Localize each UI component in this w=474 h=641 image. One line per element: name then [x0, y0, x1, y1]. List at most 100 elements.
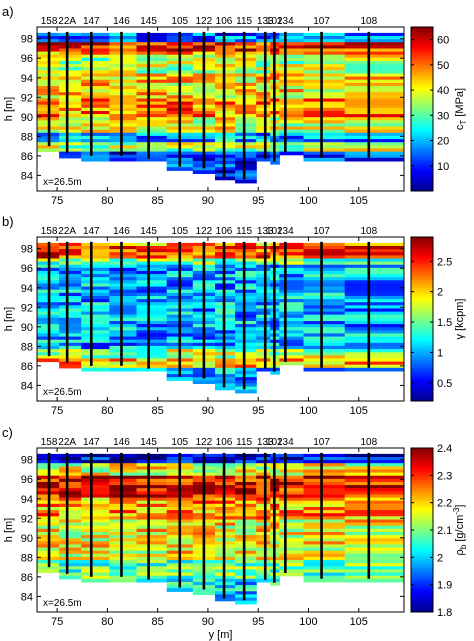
heatmap-cell	[81, 572, 110, 577]
heatmap-cell	[279, 550, 304, 555]
heatmap-cell	[256, 560, 271, 564]
heatmap-cell	[256, 132, 271, 137]
heatmap-cell	[109, 261, 138, 266]
heatmap-cell	[279, 73, 304, 78]
heatmap-cell	[279, 324, 304, 328]
heatmap-cell	[136, 566, 168, 570]
heatmap-cell	[136, 475, 168, 480]
heatmap-cell	[109, 544, 138, 549]
heatmap-cell	[59, 107, 82, 112]
heatmap-cell	[344, 292, 404, 297]
heatmap-cell	[344, 73, 404, 78]
colorbar	[410, 447, 434, 613]
heatmap-cell	[256, 67, 271, 71]
heatmap-cell	[109, 264, 138, 269]
heatmap-cell	[136, 314, 168, 319]
heatmap-cell	[256, 324, 271, 328]
heatmap-cell	[279, 560, 304, 564]
y-tick-label: 88	[21, 552, 33, 564]
heatmap-cell	[59, 324, 82, 328]
heatmap-cell	[215, 129, 236, 134]
heatmap-cell	[235, 507, 257, 511]
heatmap-cell	[215, 500, 236, 505]
heatmap-cell	[303, 321, 346, 325]
colorbar-tick-label: 20	[437, 136, 449, 148]
heatmap-cell	[136, 569, 168, 574]
heatmap-cell	[344, 333, 404, 338]
heatmap-cell	[344, 289, 404, 294]
heatmap-cell	[215, 252, 236, 256]
heatmap-cell	[256, 151, 271, 156]
heatmap-cell	[344, 54, 404, 59]
heatmap-cell	[109, 538, 138, 542]
heatmap-cell	[256, 95, 271, 99]
heatmap-cell	[215, 142, 236, 146]
heatmap-cell	[109, 101, 138, 106]
x-tick-label: 75	[51, 195, 63, 207]
heatmap-cell	[235, 535, 257, 539]
heatmap-cell	[81, 460, 110, 464]
heatmap-cell	[109, 578, 138, 583]
heatmap-cell	[303, 258, 346, 263]
heatmap-cell	[256, 352, 271, 356]
heatmap-cell	[344, 280, 404, 284]
heatmap-cell	[235, 36, 257, 40]
heatmap-cell	[235, 42, 257, 46]
heatmap-cell	[279, 453, 304, 458]
heatmap-cell	[81, 556, 110, 561]
heatmap-cell	[344, 98, 404, 103]
heatmap-cell	[279, 503, 304, 508]
heatmap-cell	[344, 317, 404, 322]
heatmap-cell	[109, 151, 138, 156]
heatmap-cell	[215, 271, 236, 275]
heatmap-cell	[256, 522, 271, 527]
heatmap-cell	[279, 271, 304, 275]
heatmap-cell	[303, 42, 346, 46]
heatmap-cell	[235, 292, 257, 297]
heatmap-cell	[109, 361, 138, 366]
y-axis-label: h [m]	[3, 307, 15, 331]
heatmap-cell	[59, 466, 82, 471]
heatmap-cell	[344, 142, 404, 146]
heatmap-cell	[279, 491, 304, 495]
heatmap-cell	[59, 485, 82, 489]
heatmap-cell	[235, 64, 257, 68]
heatmap-cell	[256, 339, 271, 344]
heatmap-cell	[235, 160, 257, 165]
heatmap-cell	[344, 453, 404, 458]
heatmap-cell	[235, 349, 257, 353]
heatmap-cell	[215, 274, 236, 278]
heatmap-cell	[303, 86, 346, 90]
heatmap-cell	[235, 126, 257, 131]
position-annotation: x=26.5m	[43, 387, 82, 398]
heatmap-cell	[235, 117, 257, 121]
heatmap-cell	[81, 79, 110, 84]
heatmap-cell	[279, 358, 304, 363]
y-tick-label: 92	[21, 302, 33, 314]
heatmap-cell	[303, 472, 346, 477]
heatmap-cell	[279, 277, 304, 281]
y-tick-label: 88	[21, 131, 33, 143]
heatmap-cell	[109, 45, 138, 50]
heatmap-cell	[303, 510, 346, 514]
heatmap-cell	[303, 142, 346, 146]
heatmap-cell	[215, 154, 236, 159]
heatmap-cell	[166, 377, 194, 381]
heatmap-cell	[215, 358, 236, 363]
heatmap-cell	[109, 510, 138, 514]
heatmap-cell	[215, 101, 236, 106]
heatmap-cell	[59, 51, 82, 56]
heatmap-cell	[235, 280, 257, 284]
heatmap-cell	[59, 73, 82, 78]
heatmap-cell	[215, 578, 236, 583]
heatmap-cell	[235, 566, 257, 570]
heatmap-cell	[235, 271, 257, 275]
heatmap-cell	[344, 485, 404, 489]
heatmap-cell	[235, 246, 257, 250]
heatmap-cell	[81, 264, 110, 269]
heatmap-cell	[81, 503, 110, 508]
heatmap-cell	[256, 327, 271, 331]
heatmap-cell	[344, 342, 404, 347]
heatmap-cell	[235, 460, 257, 464]
heatmap-cell	[303, 117, 346, 121]
